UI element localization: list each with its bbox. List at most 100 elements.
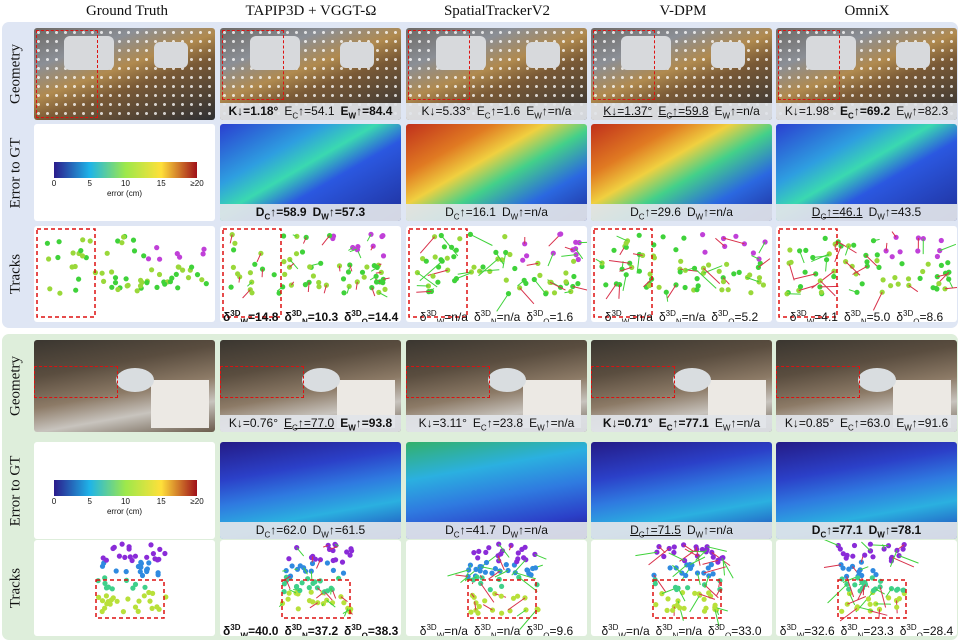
- track-point: [122, 554, 128, 560]
- track-point: [144, 554, 150, 560]
- metric-subscript: C: [292, 423, 298, 432]
- track-trajectory: [547, 253, 554, 267]
- track-point: [230, 264, 236, 270]
- track-point: [123, 276, 129, 282]
- metric-number: 32.6: [811, 624, 835, 636]
- colorbar-tick-label: 10: [121, 179, 130, 188]
- track-point: [453, 247, 459, 253]
- track-trajectory: [891, 231, 897, 238]
- track-cloud: [778, 228, 957, 318]
- track-trajectory: [288, 588, 297, 594]
- metric-subscript: O: [543, 317, 550, 322]
- track-trajectory: [370, 245, 374, 251]
- track-point: [499, 583, 505, 589]
- track-point: [575, 256, 581, 263]
- track-point: [101, 278, 107, 284]
- metric-operator: ↑=: [853, 104, 867, 118]
- metric-number: 29.6: [657, 205, 681, 219]
- track-trajectory: [349, 264, 353, 272]
- track-point: [551, 290, 558, 296]
- metric-value: DC↑=77.1: [812, 523, 863, 539]
- metric-symbol: D: [686, 205, 696, 219]
- track-point: [247, 270, 253, 276]
- metric-symbol: δ: [899, 624, 907, 636]
- metric-value: DC↑=41.7: [445, 523, 496, 539]
- track-point: [203, 281, 209, 287]
- metric-subscript: C: [484, 111, 491, 120]
- track-point: [888, 283, 894, 289]
- geometry-metrics: K↓=1.37° EC↑=59.8 EW↑=n/a: [591, 103, 772, 120]
- metric-operator: ↑=: [270, 205, 284, 219]
- metric-superscript: 3D: [291, 309, 302, 318]
- track-point: [146, 560, 152, 566]
- track-point: [349, 548, 355, 554]
- metric-operator: =: [919, 310, 927, 322]
- track-point: [870, 587, 877, 594]
- tracks-metrics: δ3DW=n/a δ3DN=n/a δ3DO=9.6: [406, 619, 587, 636]
- tracks-cell: δ3DW=n/a δ3DN=n/a δ3DO=1.6: [406, 226, 587, 322]
- track-point: [281, 589, 287, 595]
- track-point: [150, 551, 156, 557]
- track-point: [297, 563, 303, 569]
- tracks-metrics: δ3DW=4.1 δ3DN=5.0 δ3DO=8.6: [776, 305, 957, 322]
- metric-number: n/a: [554, 104, 572, 118]
- metric-number: n/a: [688, 310, 706, 322]
- track-point: [750, 250, 756, 256]
- zoom-inset-box: [467, 579, 537, 619]
- track-point: [498, 593, 504, 599]
- metric-subscript: W: [321, 530, 329, 539]
- track-cloud: [635, 542, 734, 627]
- track-point: [651, 255, 657, 261]
- track-point: [895, 586, 901, 592]
- track-point: [78, 248, 84, 254]
- track-trajectory: [648, 548, 670, 566]
- metric-operator: =: [863, 624, 871, 636]
- metric-operator: ↑=: [826, 523, 840, 537]
- metric-number: n/a: [716, 523, 733, 537]
- track-point: [299, 249, 306, 255]
- track-point: [102, 605, 108, 611]
- track-point: [324, 588, 331, 594]
- metric-number: 40.0: [255, 624, 279, 636]
- track-point: [515, 550, 521, 556]
- track-point: [687, 562, 693, 568]
- metric-number: n/a: [716, 205, 733, 219]
- track-trajectory: [534, 553, 547, 560]
- metric-operator: ↑=: [703, 205, 717, 219]
- metric-value: EW↑=82.3: [896, 104, 948, 120]
- track-point: [844, 573, 850, 579]
- track-point: [303, 234, 309, 240]
- metric-subscript: C: [292, 111, 299, 120]
- track-trajectory: [355, 281, 358, 290]
- track-point: [449, 244, 455, 250]
- metric-operator: =: [922, 624, 930, 636]
- track-point: [675, 598, 681, 604]
- track-trajectory: [276, 286, 284, 292]
- track-point: [457, 236, 463, 242]
- track-point: [710, 554, 716, 560]
- track-point: [100, 555, 106, 561]
- track-point: [115, 286, 121, 293]
- track-point: [493, 249, 499, 255]
- track-trajectory: [233, 249, 236, 252]
- metric-number: 43.5: [897, 205, 922, 219]
- metric-subscript: N: [672, 631, 679, 636]
- track-point: [141, 593, 147, 599]
- metric-operator: =: [367, 624, 375, 636]
- track-point: [281, 581, 287, 587]
- track-point: [528, 572, 534, 578]
- metric-symbol: K↓=: [418, 416, 440, 430]
- metric-superscript: 3D: [230, 309, 241, 318]
- track-point: [176, 264, 182, 270]
- track-point: [480, 264, 486, 270]
- metric-symbol: δ: [419, 624, 427, 636]
- metric-symbol: E: [529, 416, 538, 430]
- track-point: [134, 288, 140, 294]
- metric-symbol: δ: [658, 310, 666, 322]
- track-point: [682, 558, 688, 564]
- tracks-metrics: δ3DW=n/a δ3DN=n/a δ3DO=1.6: [406, 305, 587, 322]
- track-trajectory: [857, 584, 866, 601]
- metric-subscript: N: [301, 317, 308, 322]
- track-point: [44, 240, 50, 246]
- metric-value: EW↑=91.6: [896, 416, 948, 432]
